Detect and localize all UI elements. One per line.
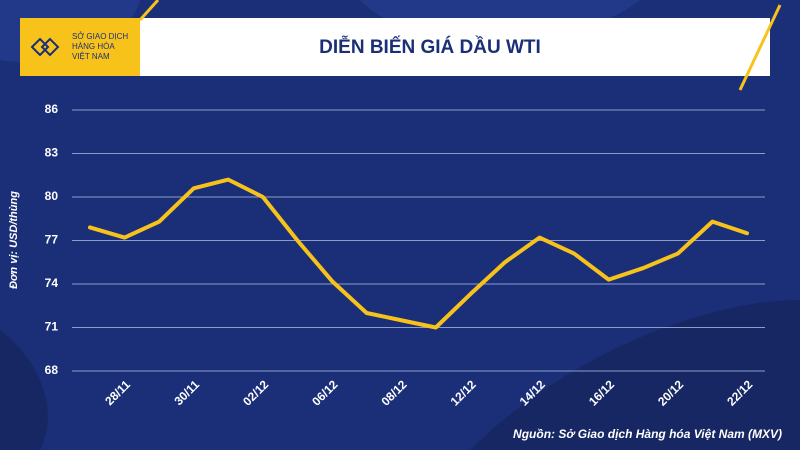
decor-stroke xyxy=(738,4,782,91)
logo-text: VIỆT NAM xyxy=(72,52,110,61)
decor xyxy=(0,330,48,450)
logo-text: SỞ GIAO DỊCH xyxy=(72,32,128,41)
y-tick-label: 86 xyxy=(45,102,59,116)
header-band xyxy=(20,18,770,76)
y-tick-label: 83 xyxy=(45,146,59,160)
logo-mark xyxy=(30,37,60,57)
y-axis-label: Đơn vị: USD/thùng xyxy=(8,191,20,289)
y-tick-label: 80 xyxy=(45,189,59,203)
y-tick-label: 68 xyxy=(45,363,59,377)
logo-text: HÀNG HÓA xyxy=(72,42,115,51)
y-tick-label: 74 xyxy=(45,276,59,290)
chart-title: DIỄN BIẾN GIÁ DẦU WTI xyxy=(319,36,541,58)
logo-box xyxy=(20,18,140,76)
line-series xyxy=(88,177,749,330)
decor-stroke xyxy=(138,0,160,22)
y-tick-label: 77 xyxy=(45,233,59,247)
decor xyxy=(470,300,800,450)
source-note: Nguồn: Sở Giao dịch Hàng hóa Việt Nam (M… xyxy=(513,427,782,441)
y-tick-label: 71 xyxy=(45,320,59,334)
